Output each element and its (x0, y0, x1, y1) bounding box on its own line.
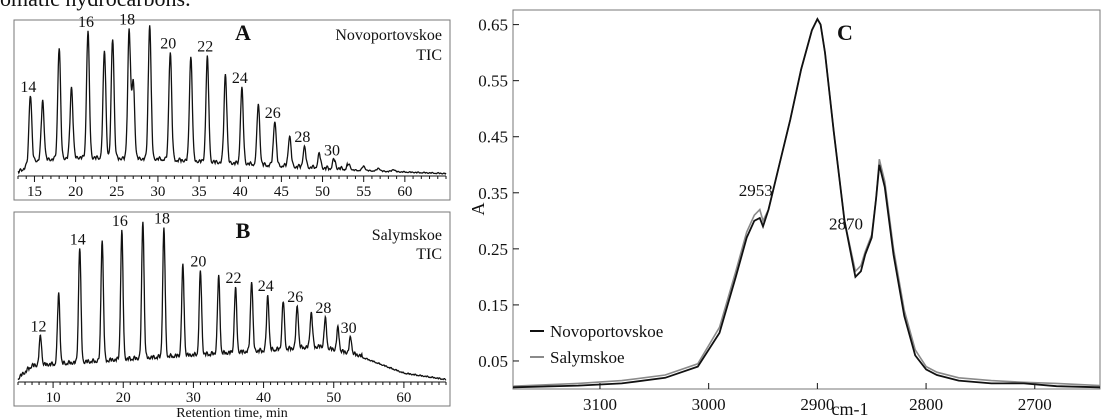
legend-label-novoportovskoe: Novoportovskoe (550, 322, 663, 341)
x-tick-label: 55 (356, 184, 371, 200)
panel-c-axes: 0.05 0.15 0.25 0.35 0.45 0.55 0.65 3100 3000 2900… (478, 16, 1052, 414)
panel-c-series-novoportovskoe (512, 17, 1101, 389)
peak-label: 16 (112, 213, 128, 230)
x-tick-label: 10 (46, 390, 61, 406)
panel-a-peak-labels: 14 16 18 20 22 24 26 28 30 (20, 11, 340, 159)
y-tick-label: 0.25 (478, 240, 508, 259)
x-tick-label: 60 (397, 184, 412, 200)
x-tick-label: 30 (186, 390, 201, 406)
x-tick-label: 35 (192, 184, 207, 200)
x-tick-label: 25 (109, 184, 124, 200)
y-tick-label: 0.15 (478, 296, 508, 315)
peak-label: 30 (341, 320, 357, 337)
peak-label: 14 (70, 231, 86, 248)
peak-label: 26 (287, 289, 303, 306)
y-tick-label: 0.35 (478, 184, 508, 203)
peak-label: 18 (154, 211, 170, 228)
x-tick-label: 2700 (1018, 395, 1052, 414)
y-tick-label: 0.05 (478, 352, 508, 371)
panel-a-sample-name: Novoportovskoe (335, 27, 442, 44)
peak-label: 28 (294, 129, 310, 146)
x-tick-label: 2900 (800, 395, 834, 414)
peak-label: 20 (160, 35, 176, 52)
x-tick-label: 2800 (909, 395, 943, 414)
peak-label: 30 (324, 143, 340, 160)
x-tick-label: 45 (274, 184, 289, 200)
panel-b-frame (13, 211, 451, 407)
header-text: omatic hydrocarbons. (0, 0, 191, 12)
peak-label: 14 (20, 79, 36, 96)
panel-c-frame (512, 9, 1101, 390)
panel-c-letter: C (837, 20, 853, 45)
x-tick-label: 30 (150, 184, 165, 200)
x-tick-label: 3000 (692, 395, 726, 414)
peak-label: 16 (78, 14, 94, 31)
panel-b-x-axis: 10 20 30 40 50 60 (17, 381, 447, 406)
peak-label: 12 (30, 318, 46, 335)
panel-a-tic-label: TIC (416, 47, 442, 64)
panel-b-peak-labels: 12 14 16 18 20 22 24 26 28 30 (30, 211, 356, 338)
panel-a-x-axis: 15 20 25 30 35 40 45 50 55 60 (17, 175, 447, 200)
y-tick-label: 0.45 (478, 128, 508, 147)
panel-c-peak-labels: 2953 2870 (739, 181, 863, 234)
y-tick-label: 0.55 (478, 72, 508, 91)
panel-b-sample-name: Salymskoe (372, 227, 442, 244)
panel-a-tic-trace (17, 25, 447, 175)
peak-label: 28 (315, 300, 331, 317)
x-tick-label: 15 (27, 184, 42, 200)
peak-label: 20 (190, 254, 206, 271)
panel-a-frame (13, 19, 451, 201)
peak-label: 24 (258, 278, 274, 295)
peak-label: 24 (232, 70, 248, 87)
panel-c-legend: Novoportovskoe Salymskoe (530, 322, 663, 367)
panel-b-letter: B (236, 218, 251, 243)
y-tick-label: 0.65 (478, 16, 508, 35)
panel-c-x-axis-label: cm-1 (832, 399, 869, 419)
panel-c-y-axis-label: A (468, 203, 488, 216)
peak-annotation: 2953 (739, 181, 773, 200)
x-tick-label: 60 (396, 390, 411, 406)
x-tick-label: 40 (256, 390, 271, 406)
x-tick-label: 20 (68, 184, 83, 200)
x-tick-label: 20 (116, 390, 131, 406)
peak-label: 22 (226, 270, 242, 287)
panel-c: 0.05 0.15 0.25 0.35 0.45 0.55 0.65 3100 3000 2900… (468, 9, 1101, 419)
legend-label-salymskoe: Salymskoe (550, 348, 625, 367)
x-tick-label: 3100 (583, 395, 617, 414)
panel-b-x-axis-label: Retention time, min (176, 406, 288, 419)
x-tick-label: 50 (326, 390, 341, 406)
panel-b-tic-label: TIC (416, 246, 442, 263)
peak-annotation: 2870 (829, 215, 863, 234)
panel-a-letter: A (235, 20, 251, 45)
x-tick-label: 50 (315, 184, 330, 200)
peak-label: 26 (265, 105, 281, 122)
panel-b-tic-trace (17, 221, 447, 381)
peak-label: 22 (197, 38, 213, 55)
panel-b: 10 20 30 40 50 60 12 14 16 18 20 22 24 26 28 30 B Saly… (13, 211, 451, 419)
peak-label: 18 (119, 11, 135, 28)
x-tick-label: 40 (233, 184, 248, 200)
